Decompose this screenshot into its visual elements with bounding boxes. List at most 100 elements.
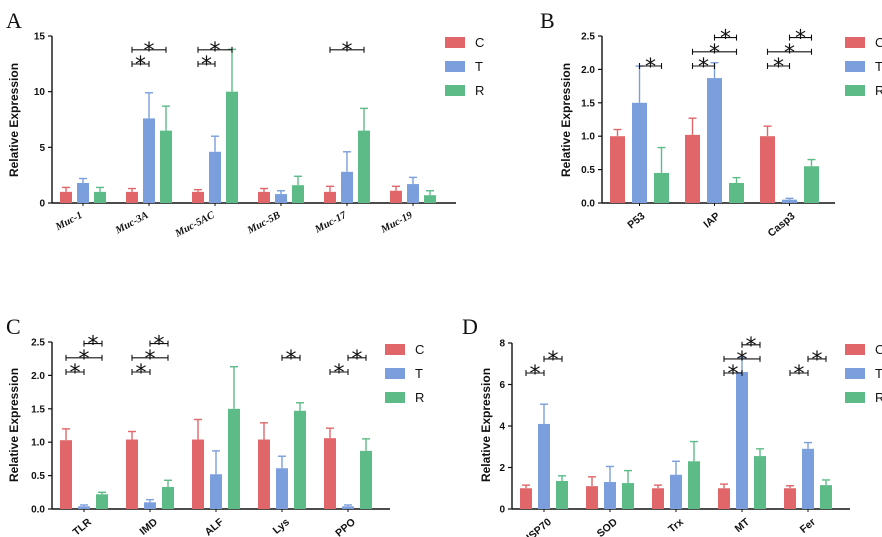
legend-label: R (415, 390, 424, 405)
bar-c (586, 486, 598, 509)
legend-label: R (475, 83, 484, 98)
significance-star: * (352, 347, 363, 372)
panel-b: B Relative Expression 0.0 0.5 1.0 1.5 2.0 2.5 P5… (540, 8, 882, 240)
x-tick-label: Casp3 (766, 210, 798, 240)
bar-r (228, 408, 240, 509)
significance-star: * (136, 361, 147, 386)
significance-star: * (144, 39, 155, 64)
significance-star: * (79, 347, 90, 372)
panel-d: D Relative Expression 0 2 4 6 8 HSP70 SOD Trx MT Fe… (462, 314, 882, 537)
significance-star: * (88, 333, 99, 358)
bar-t (707, 78, 722, 203)
y-tick-label: 5 (39, 143, 45, 154)
bar-r (160, 130, 172, 203)
x-tick-label: P53 (625, 210, 647, 231)
legend-label: T (475, 59, 483, 74)
x-tick-label: Fer (798, 516, 818, 536)
bar-t (802, 448, 814, 509)
bar-c (760, 136, 775, 203)
significance-star: * (342, 39, 353, 64)
x-tick-label: Muc-17 (312, 210, 349, 236)
bar-r (96, 494, 108, 509)
significance-star: * (746, 334, 757, 359)
bar-t (342, 506, 354, 509)
x-tick-label: Muc-5AC (173, 209, 218, 240)
x-tick-label: Muc-3A (113, 210, 150, 237)
y-tick-label: 6 (499, 380, 505, 391)
y-tick-label: 10 (34, 87, 46, 98)
y-tick-label: 1.5 (31, 404, 45, 415)
y-tick-label: 2.0 (581, 65, 595, 76)
y-tick-label: 0.0 (31, 505, 45, 516)
bar-c (390, 190, 402, 203)
bar-r (654, 172, 669, 203)
legend-swatch-r (445, 85, 465, 96)
bar-c (192, 439, 204, 509)
legend-label: R (875, 390, 882, 405)
bar-r (94, 191, 106, 203)
significance-star: * (784, 41, 795, 66)
legend-label: C (875, 35, 882, 50)
legend-swatch-c (845, 344, 865, 355)
panel-letter: A (6, 8, 22, 33)
significance-star: * (720, 27, 731, 52)
bar-r (622, 483, 634, 509)
significance-star: * (812, 348, 823, 373)
bar-t (209, 151, 221, 203)
significance-star: * (154, 333, 165, 358)
bar-r (804, 166, 819, 203)
x-tick-label: Muc-5B (245, 210, 282, 237)
bar-t (341, 171, 353, 203)
y-tick-label: 0.0 (581, 199, 595, 210)
significance-star: * (737, 348, 748, 373)
bar-c (652, 488, 664, 509)
bar-c (258, 439, 270, 509)
legend-label: C (415, 342, 424, 357)
y-axis-label: Relative Expression (479, 368, 493, 482)
significance-star: * (286, 347, 297, 372)
bar-t (538, 423, 550, 509)
bar-r (754, 456, 766, 509)
legend-label: T (875, 59, 882, 74)
x-tick-label: Trx (666, 516, 686, 535)
significance-star: * (773, 55, 784, 80)
y-axis-label: Relative Expression (7, 63, 21, 177)
bar-c (520, 488, 532, 509)
legend-swatch-r (845, 392, 865, 403)
legend-swatch-c (385, 344, 405, 355)
y-tick-label: 15 (34, 32, 46, 43)
y-tick-label: 2.5 (31, 338, 45, 349)
bar-c (258, 191, 270, 203)
y-axis-label: Relative Expression (559, 63, 573, 177)
bar-c (60, 191, 72, 203)
bar-c (126, 191, 138, 203)
y-tick-label: 1.0 (581, 132, 595, 143)
bar-t (143, 118, 155, 203)
bar-c (685, 134, 700, 203)
y-tick-label: 8 (499, 339, 505, 350)
bar-t (632, 102, 647, 203)
bar-c (610, 136, 625, 203)
significance-star: * (548, 348, 559, 373)
y-tick-label: 1.5 (581, 98, 595, 109)
significance-star: * (795, 27, 806, 52)
significance-star: * (728, 362, 739, 387)
significance-star: * (698, 55, 709, 80)
y-tick-label: 0.5 (581, 165, 595, 176)
legend-swatch-c (445, 37, 465, 48)
x-tick-label: IMD (137, 516, 160, 537)
y-tick-label: 2.0 (31, 371, 45, 382)
panel-letter: D (462, 314, 478, 339)
bar-r (294, 410, 306, 509)
significance-star: * (645, 55, 656, 80)
bar-c (784, 488, 796, 509)
bar-t (276, 468, 288, 509)
bar-r (688, 461, 700, 509)
legend-swatch-t (385, 368, 405, 379)
significance-star: * (334, 361, 345, 386)
bar-t (144, 502, 156, 509)
legend-label: R (875, 83, 882, 98)
significance-star: * (530, 362, 541, 387)
legend-swatch-r (845, 85, 865, 96)
